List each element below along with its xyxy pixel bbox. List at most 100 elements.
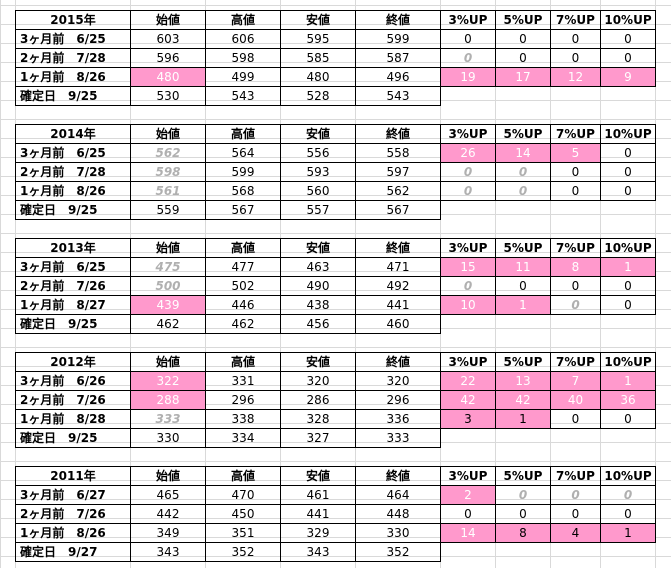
low-price-cell[interactable]: 329 <box>280 523 356 543</box>
high-price-cell[interactable]: 334 <box>205 428 281 448</box>
up-count-cell[interactable]: 14 <box>440 523 496 543</box>
up-count-cell[interactable]: 0 <box>550 409 601 429</box>
close-price-cell[interactable]: 543 <box>355 86 441 106</box>
row-label-cell[interactable]: 確定日 9/27 <box>15 542 131 562</box>
low-price-cell[interactable]: 557 <box>280 200 356 220</box>
up-count-cell[interactable]: 0 <box>440 181 496 201</box>
high-price-cell[interactable]: 470 <box>205 485 281 505</box>
header-cell[interactable]: 5%UP <box>495 352 551 372</box>
low-price-cell[interactable]: 320 <box>280 371 356 391</box>
header-cell[interactable]: 安値 <box>280 238 356 258</box>
up-count-cell[interactable]: 0 <box>495 29 551 49</box>
header-cell[interactable]: 終値 <box>355 352 441 372</box>
low-price-cell[interactable]: 585 <box>280 48 356 68</box>
up-count-cell[interactable]: 7 <box>550 371 601 391</box>
close-price-cell[interactable]: 599 <box>355 29 441 49</box>
up-count-cell[interactable]: 5 <box>550 143 601 163</box>
up-count-cell[interactable] <box>441 201 496 220</box>
open-price-cell[interactable]: 465 <box>130 485 206 505</box>
year-cell[interactable]: 2014年 <box>15 124 131 144</box>
open-price-cell[interactable]: 596 <box>130 48 206 68</box>
low-price-cell[interactable]: 343 <box>280 542 356 562</box>
header-cell[interactable]: 高値 <box>205 124 281 144</box>
up-count-cell[interactable]: 0 <box>495 48 551 68</box>
low-price-cell[interactable]: 461 <box>280 485 356 505</box>
low-price-cell[interactable]: 480 <box>280 67 356 87</box>
up-count-cell[interactable]: 26 <box>440 143 496 163</box>
up-count-cell[interactable]: 36 <box>600 390 656 410</box>
low-price-cell[interactable]: 490 <box>280 276 356 296</box>
up-count-cell[interactable]: 0 <box>600 504 656 524</box>
close-price-cell[interactable]: 496 <box>355 67 441 87</box>
up-count-cell[interactable]: 0 <box>550 295 601 315</box>
up-count-cell[interactable]: 0 <box>495 504 551 524</box>
row-label-cell[interactable]: 3ヶ月前 6/25 <box>15 257 131 277</box>
up-count-cell[interactable]: 0 <box>495 276 551 296</box>
up-count-cell[interactable]: 0 <box>495 485 551 505</box>
up-count-cell[interactable]: 0 <box>600 162 656 182</box>
row-label-cell[interactable]: 3ヶ月前 6/25 <box>15 143 131 163</box>
up-count-cell[interactable]: 0 <box>550 181 601 201</box>
close-price-cell[interactable]: 492 <box>355 276 441 296</box>
header-cell[interactable]: 安値 <box>280 10 356 30</box>
header-cell[interactable]: 3%UP <box>440 238 496 258</box>
close-price-cell[interactable]: 464 <box>355 485 441 505</box>
header-cell[interactable]: 7%UP <box>550 124 601 144</box>
up-count-cell[interactable]: 2 <box>440 485 496 505</box>
row-label-cell[interactable]: 確定日 9/25 <box>15 86 131 106</box>
up-count-cell[interactable]: 10 <box>440 295 496 315</box>
header-cell[interactable]: 始値 <box>130 10 206 30</box>
close-price-cell[interactable]: 460 <box>355 314 441 334</box>
low-price-cell[interactable]: 327 <box>280 428 356 448</box>
header-cell[interactable]: 7%UP <box>550 238 601 258</box>
header-cell[interactable]: 安値 <box>280 124 356 144</box>
up-count-cell[interactable] <box>441 87 496 106</box>
open-price-cell[interactable]: 333 <box>130 409 206 429</box>
up-count-cell[interactable] <box>551 315 601 334</box>
close-price-cell[interactable]: 336 <box>355 409 441 429</box>
up-count-cell[interactable]: 13 <box>495 371 551 391</box>
up-count-cell[interactable]: 0 <box>550 29 601 49</box>
open-price-cell[interactable]: 562 <box>130 143 206 163</box>
low-price-cell[interactable]: 456 <box>280 314 356 334</box>
close-price-cell[interactable]: 352 <box>355 542 441 562</box>
high-price-cell[interactable]: 352 <box>205 542 281 562</box>
open-price-cell[interactable]: 349 <box>130 523 206 543</box>
header-cell[interactable]: 10%UP <box>600 10 656 30</box>
low-price-cell[interactable]: 463 <box>280 257 356 277</box>
header-cell[interactable]: 安値 <box>280 466 356 486</box>
low-price-cell[interactable]: 328 <box>280 409 356 429</box>
low-price-cell[interactable]: 528 <box>280 86 356 106</box>
up-count-cell[interactable]: 0 <box>550 276 601 296</box>
up-count-cell[interactable] <box>441 543 496 562</box>
close-price-cell[interactable]: 558 <box>355 143 441 163</box>
close-price-cell[interactable]: 471 <box>355 257 441 277</box>
up-count-cell[interactable] <box>601 201 656 220</box>
up-count-cell[interactable] <box>441 429 496 448</box>
up-count-cell[interactable]: 0 <box>440 276 496 296</box>
up-count-cell[interactable] <box>551 543 601 562</box>
high-price-cell[interactable]: 331 <box>205 371 281 391</box>
high-price-cell[interactable]: 446 <box>205 295 281 315</box>
header-cell[interactable]: 10%UP <box>600 238 656 258</box>
close-price-cell[interactable]: 441 <box>355 295 441 315</box>
up-count-cell[interactable]: 0 <box>440 162 496 182</box>
up-count-cell[interactable] <box>601 429 656 448</box>
row-label-cell[interactable]: 2ヶ月前 7/28 <box>15 48 131 68</box>
up-count-cell[interactable]: 1 <box>600 257 656 277</box>
up-count-cell[interactable]: 15 <box>440 257 496 277</box>
up-count-cell[interactable] <box>551 429 601 448</box>
close-price-cell[interactable]: 587 <box>355 48 441 68</box>
row-label-cell[interactable]: 3ヶ月前 6/26 <box>15 371 131 391</box>
up-count-cell[interactable] <box>496 315 551 334</box>
header-cell[interactable]: 5%UP <box>495 10 551 30</box>
up-count-cell[interactable] <box>496 201 551 220</box>
row-label-cell[interactable]: 確定日 9/25 <box>15 200 131 220</box>
up-count-cell[interactable] <box>496 429 551 448</box>
up-count-cell[interactable] <box>496 87 551 106</box>
up-count-cell[interactable] <box>601 315 656 334</box>
open-price-cell[interactable]: 462 <box>130 314 206 334</box>
row-label-cell[interactable]: 1ヶ月前 8/26 <box>15 67 131 87</box>
up-count-cell[interactable] <box>441 315 496 334</box>
up-count-cell[interactable]: 0 <box>600 48 656 68</box>
